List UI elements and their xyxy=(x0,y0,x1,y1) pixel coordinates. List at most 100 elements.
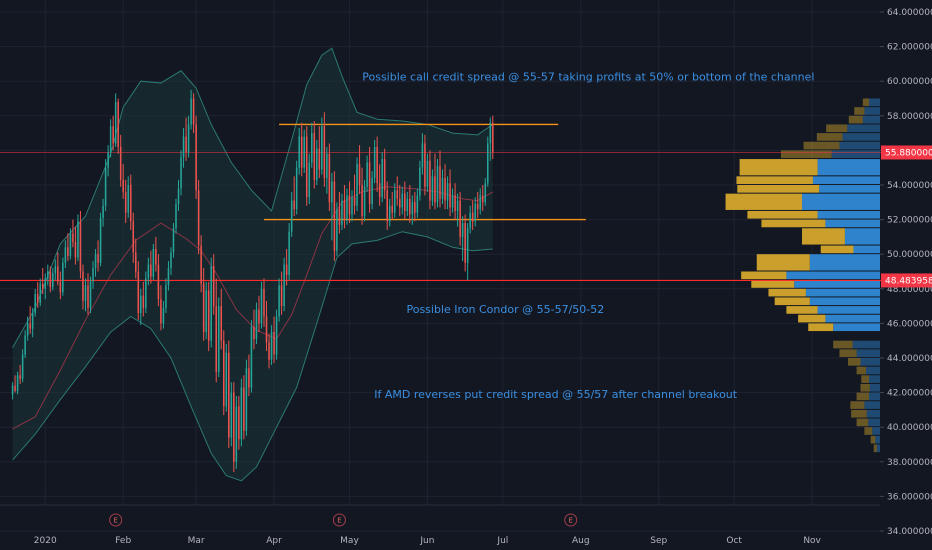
candle-body xyxy=(26,323,29,336)
candle-body xyxy=(162,307,165,324)
y-tick-label: 58.00000000 xyxy=(887,112,932,122)
x-tick-label: Aug xyxy=(572,536,590,546)
volume-profile xyxy=(725,98,880,453)
candle-body xyxy=(283,264,285,307)
candle-body xyxy=(358,164,361,185)
candle-body xyxy=(152,249,155,277)
candle-body xyxy=(351,197,353,215)
candle-body xyxy=(21,354,24,379)
candle-body xyxy=(416,195,419,213)
volume-bar-up xyxy=(851,409,867,418)
candle-body xyxy=(132,221,135,253)
candle-body xyxy=(436,165,439,203)
candle-body xyxy=(479,195,482,210)
candle-body xyxy=(212,266,215,307)
earnings-marker-label: E xyxy=(569,517,573,525)
candle-body xyxy=(137,271,140,314)
volume-bar-up xyxy=(820,245,854,254)
candle-body xyxy=(323,126,326,179)
candle-body xyxy=(411,202,414,215)
candle-body xyxy=(434,176,436,203)
candle-body xyxy=(489,122,492,144)
candle-body xyxy=(280,285,283,307)
volume-bar-up xyxy=(848,358,861,366)
candle-body xyxy=(346,195,348,220)
y-tick-label: 52.00000000 xyxy=(887,216,932,226)
candle-body xyxy=(326,153,328,179)
candle-body xyxy=(31,313,34,329)
annotation-text: If AMD reverses put credit spread @ 55/5… xyxy=(374,388,738,401)
x-tick-label: Jul xyxy=(496,536,508,546)
candle-body xyxy=(109,126,112,153)
volume-bar-down xyxy=(842,133,880,141)
y-tick-label: 54.00000000 xyxy=(887,181,932,191)
candle-body xyxy=(210,266,212,341)
candle-body xyxy=(366,162,368,187)
candle-body xyxy=(353,197,356,206)
volume-bar-up xyxy=(860,383,870,392)
candle-body xyxy=(275,316,278,355)
candle-body xyxy=(67,247,69,256)
candle-body xyxy=(140,295,142,314)
candle-body xyxy=(89,281,92,308)
candle-body xyxy=(263,288,265,317)
candle-body xyxy=(79,221,82,272)
earnings-marker xyxy=(564,513,578,527)
candle-body xyxy=(92,268,94,282)
candle-body xyxy=(94,254,97,269)
candle-body xyxy=(361,185,363,217)
candle-body xyxy=(268,342,270,360)
y-tick-label: 34.00000000 xyxy=(887,527,932,537)
x-tick-label: Jun xyxy=(419,536,434,546)
candle-body xyxy=(273,332,275,355)
candle-body xyxy=(426,160,429,187)
candle-body xyxy=(147,264,150,279)
candle-body xyxy=(341,200,343,225)
volume-bar-down xyxy=(809,254,880,271)
candle-body xyxy=(182,136,185,158)
candle-body xyxy=(444,178,446,201)
volume-bar-down xyxy=(786,271,880,280)
candle-body xyxy=(386,190,388,222)
volume-bar-up xyxy=(856,366,866,375)
candle-body xyxy=(419,167,421,196)
candle-body xyxy=(295,167,298,210)
volume-bar-down xyxy=(860,358,880,366)
price-tag-label: 48.48395833 xyxy=(885,276,932,286)
y-tick-label: 48.00000000 xyxy=(887,285,932,295)
candle-body xyxy=(59,281,62,293)
candle-body xyxy=(253,326,255,339)
volume-bar-up xyxy=(803,141,840,150)
y-tick-label: 62.00000000 xyxy=(887,43,932,53)
earnings-marker-label: E xyxy=(113,517,117,525)
candle-body xyxy=(429,160,431,201)
volume-bar-up xyxy=(768,288,806,297)
candle-body xyxy=(49,271,52,288)
candle-body xyxy=(318,148,321,170)
annotations: Possible call credit spread @ 55-57 taki… xyxy=(362,70,814,400)
candle-body xyxy=(72,233,74,243)
y-tick-label: 50.00000000 xyxy=(887,250,932,260)
candle-body xyxy=(240,387,243,440)
volume-bar-down xyxy=(864,401,880,409)
volume-bar-down xyxy=(833,323,880,332)
candle-body xyxy=(466,228,469,263)
annotation-text: Possible call credit spread @ 55-57 taki… xyxy=(362,70,814,83)
candle-body xyxy=(305,136,308,198)
candle-body xyxy=(82,271,84,301)
volume-bar-up xyxy=(826,124,848,133)
candle-body xyxy=(245,368,248,431)
price-tag-box xyxy=(881,145,932,160)
candle-body xyxy=(336,209,338,251)
volume-bar-up xyxy=(839,349,857,357)
candle-body xyxy=(471,212,474,222)
volume-bar-down xyxy=(866,409,880,418)
candle-body xyxy=(97,254,99,263)
candle-body xyxy=(117,101,119,147)
volume-bar-down xyxy=(856,349,880,357)
volume-bar-down xyxy=(817,306,880,314)
volume-bar-down xyxy=(819,185,880,193)
candle-body xyxy=(474,204,476,222)
volume-bar-up xyxy=(862,98,870,107)
